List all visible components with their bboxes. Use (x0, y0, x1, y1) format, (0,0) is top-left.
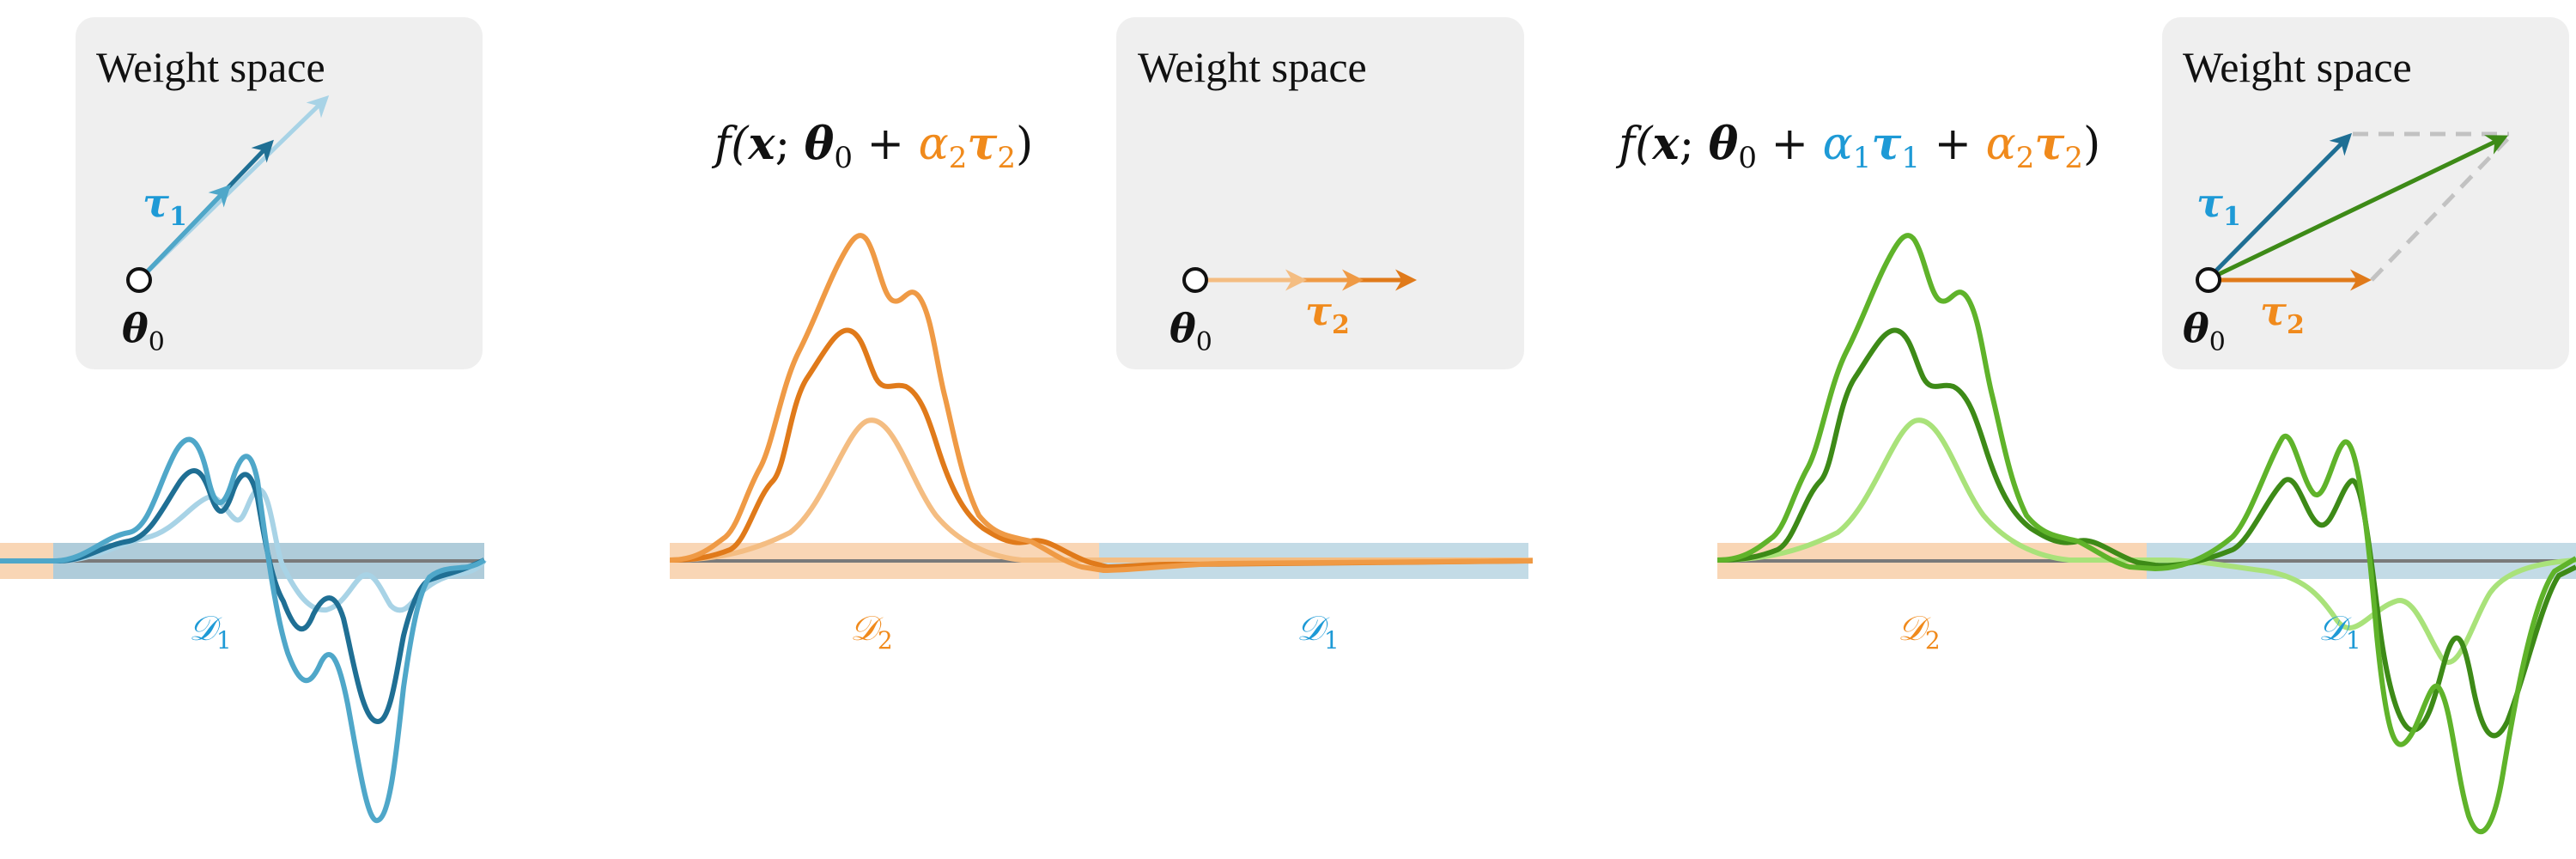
region-label-d2-panel2: 𝒟2 (850, 609, 893, 655)
formula-token: + (1920, 119, 1986, 170)
region-label-d1-panel2: 𝒟1 (1297, 609, 1340, 655)
formula-token: 0 (1738, 141, 1757, 175)
formula-token: ) (1016, 119, 1033, 170)
formula-token: 1 (1901, 141, 1920, 175)
formula-token: α (919, 119, 949, 170)
formula-token: f( (1615, 119, 1654, 170)
inset-background (76, 17, 483, 369)
tau1-arrow (2207, 132, 2353, 280)
region-label-d1-panel3: 𝒟1 (2318, 609, 2361, 655)
formula-token: ) (2083, 119, 2100, 170)
formula-panel3: f(x; θ0 + α1τ1 + α2τ2) (1615, 118, 2100, 175)
parallelogram-dash-right (2370, 136, 2511, 282)
inset-title: Weight space (96, 43, 325, 91)
panel-3: f(x; θ0 + α1τ1 + α2τ2) 𝒟2 𝒟1 Weight spac… (1615, 17, 2576, 835)
formula-token: τ (2034, 118, 2065, 170)
curve-dark-panel2 (669, 327, 1534, 570)
panel-1: 𝒟1 Weight space τ1 θ0 (0, 17, 487, 824)
formula-token: f( (711, 119, 750, 170)
sum-arrow (2208, 135, 2509, 281)
inset-title: Weight space (2183, 43, 2412, 91)
formula-token: τ (1871, 118, 1902, 170)
formula-token: + (1757, 119, 1823, 170)
formula-token: x (1652, 118, 1680, 170)
weight-space-inset-panel3: Weight space τ1 τ2 θ0 (2162, 17, 2569, 369)
formula-token: 2 (2016, 141, 2035, 175)
formula-token: θ (805, 118, 835, 170)
formula-token: 2 (949, 141, 968, 175)
theta0-label: θ0 (122, 305, 165, 357)
formula-token: x (748, 118, 776, 170)
weight-space-inset-panel2: Weight space τ2 θ0 (1116, 17, 1524, 369)
formula-token: τ (967, 118, 998, 170)
tau2-label: τ2 (1305, 288, 1350, 340)
formula-token: θ (1709, 118, 1739, 170)
theta0-label: θ0 (1170, 305, 1212, 357)
formula-panel2: f(x; θ0 + α2τ2) (711, 118, 1033, 175)
formula-token: 2 (997, 141, 1016, 175)
formula-token: + (853, 119, 919, 170)
tau1-label: τ1 (2196, 180, 2241, 232)
weight-space-inset-panel1: Weight space τ1 θ0 (76, 17, 483, 369)
region-label-d2-panel3: 𝒟2 (1898, 609, 1941, 655)
curve-mid-panel2 (669, 233, 1534, 574)
panel-2: f(x; θ0 + α2τ2) 𝒟2 𝒟1 Weight space τ2 θ0 (669, 17, 1534, 655)
formula-token: 1 (1853, 141, 1872, 175)
curve-light-panel2 (669, 417, 1533, 563)
tau2-label: τ2 (2260, 288, 2305, 340)
formula-token: α (1986, 119, 2016, 170)
formula-token: 2 (2064, 141, 2083, 175)
formula-token: ; (775, 119, 805, 170)
curve-light-panel3 (1716, 417, 2576, 665)
region-label-d1-panel1: 𝒟1 (189, 609, 232, 655)
curve-mid-panel3 (1716, 233, 2576, 835)
curve-mid-panel1 (0, 436, 486, 824)
formula-token: α (1823, 119, 1853, 170)
inset-title: Weight space (1138, 43, 1367, 91)
curve-dark-panel3 (1716, 327, 2576, 739)
formula-token: 0 (834, 141, 853, 175)
tau1-label: τ1 (143, 180, 187, 232)
theta0-origin (1182, 267, 1208, 293)
theta0-origin (2196, 267, 2221, 293)
formula-token: ; (1680, 119, 1709, 170)
curve-dark-panel1 (0, 468, 486, 725)
theta0-origin (126, 267, 152, 293)
tau1-arrow-mid (139, 184, 231, 280)
theta0-label: θ0 (2183, 305, 2226, 357)
